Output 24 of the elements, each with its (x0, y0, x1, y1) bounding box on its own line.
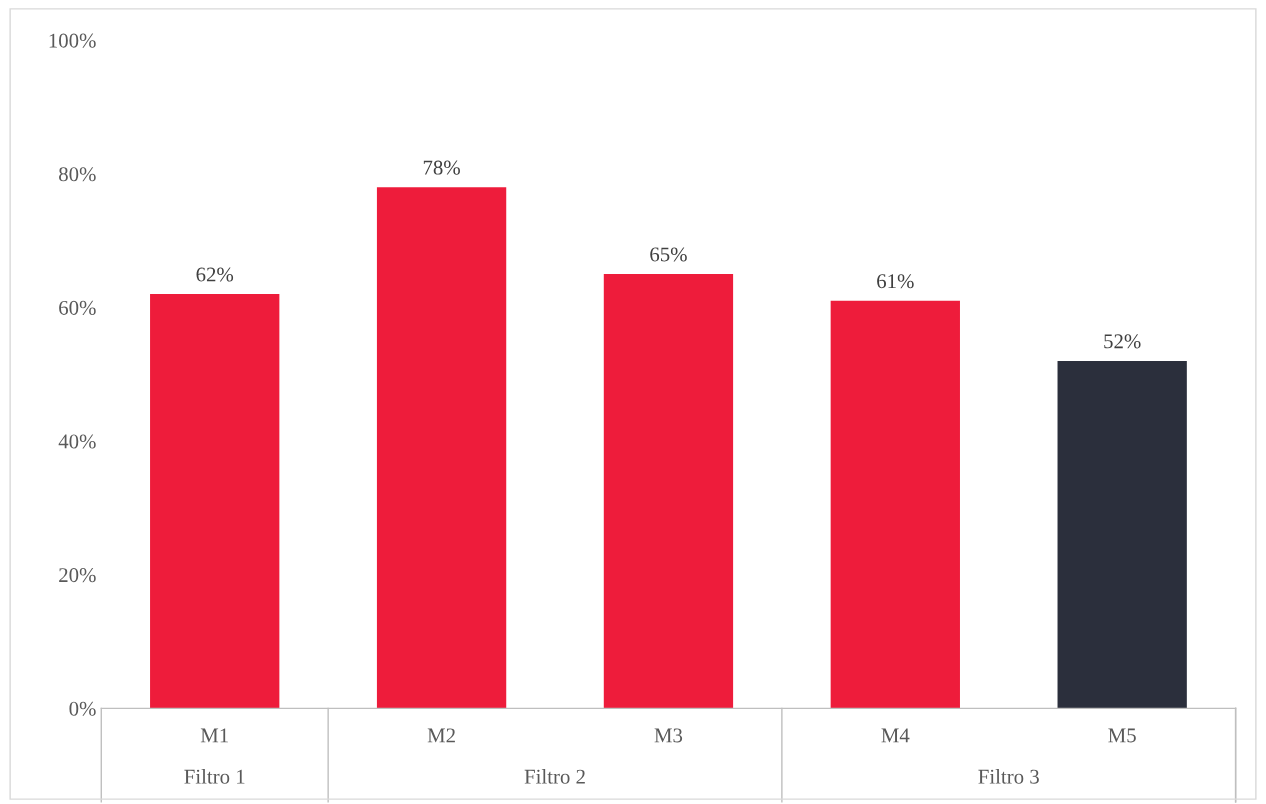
y-tick-label: 60% (59, 300, 96, 315)
bar (1057, 360, 1187, 709)
x-tick-label: M4 (881, 728, 910, 743)
x-tick-label: M1 (200, 728, 228, 743)
x-tick-label: M3 (654, 728, 683, 743)
bar (150, 294, 280, 709)
data-label: 52% (1104, 334, 1141, 349)
y-tick-label: 20% (59, 568, 96, 583)
text: Filtro 3 (978, 769, 1039, 784)
y-tick-label: 0% (69, 701, 96, 716)
bar (603, 274, 734, 709)
data-label: 62% (196, 267, 234, 282)
y-tick-label: 40% (58, 434, 96, 449)
text: Filtro 2 (524, 769, 585, 784)
x-tick-label: M2 (427, 728, 455, 743)
text: Filtro 1 (184, 769, 245, 784)
data-label: 61% (877, 274, 914, 289)
bar (376, 187, 507, 709)
data-label: 78% (423, 160, 460, 175)
y-tick-label: 100% (49, 33, 96, 48)
bar (830, 300, 960, 709)
y-tick-label: 80% (59, 167, 96, 182)
x-tick-label: M5 (1108, 728, 1136, 743)
data-label: 65% (650, 247, 687, 262)
